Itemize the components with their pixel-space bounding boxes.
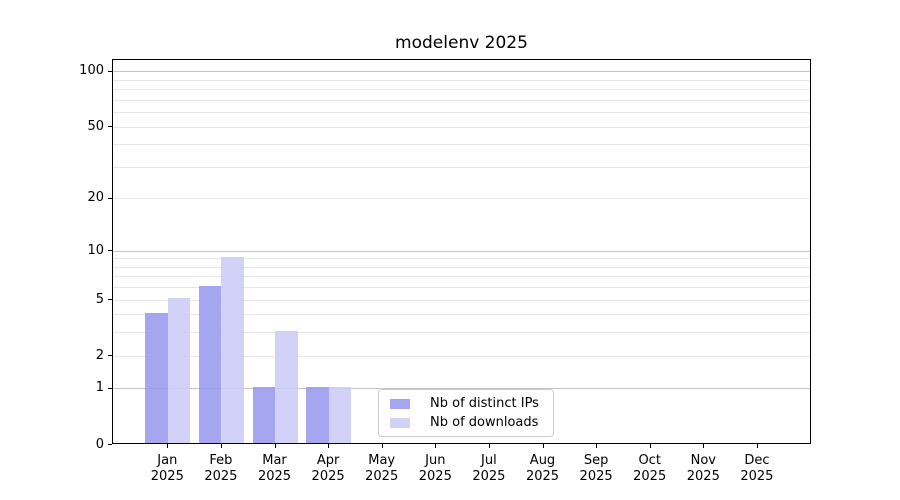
gridlines-layer — [113, 60, 810, 443]
plot-area — [112, 59, 811, 444]
y-tick-50 — [108, 126, 112, 127]
y-tick-1 — [108, 387, 112, 389]
bar-downloads-mar — [275, 330, 298, 443]
x-tick-jun — [435, 444, 437, 448]
x-tick-may — [381, 444, 383, 448]
x-tick-oct — [649, 444, 651, 448]
legend-label-downloads: Nb of downloads — [430, 414, 539, 430]
x-tick-feb — [220, 444, 222, 448]
y-tick-100 — [108, 70, 112, 72]
y-tick-label-50: 50 — [87, 118, 104, 134]
legend-item-distinct-ips: Nb of distinct IPs — [385, 396, 547, 412]
gridline-50 — [113, 126, 810, 128]
y-tick-0 — [108, 444, 112, 445]
x-tick-label-may: May 2025 — [365, 453, 399, 484]
y-tick-5 — [108, 299, 112, 301]
x-tick-label-jul: Jul 2025 — [472, 453, 506, 484]
gridline-9 — [113, 258, 810, 260]
gridline-40 — [113, 144, 810, 146]
gridline-8 — [113, 266, 810, 268]
gridline-20 — [113, 198, 810, 200]
bar-downloads-feb — [221, 256, 244, 443]
bar-distinct-ips-mar — [252, 386, 275, 443]
x-tick-jan — [167, 444, 169, 448]
bar-distinct-ips-apr — [306, 386, 329, 443]
gridline-70 — [113, 99, 810, 101]
x-tick-aug — [542, 444, 544, 448]
x-tick-label-dec: Dec 2025 — [740, 453, 774, 484]
x-tick-nov — [703, 444, 705, 448]
gridline-90 — [113, 79, 810, 81]
gridline-10 — [113, 250, 810, 252]
x-tick-dec — [756, 444, 758, 448]
x-tick-label-sep: Sep 2025 — [579, 453, 613, 484]
x-tick-label-oct: Oct 2025 — [633, 453, 667, 484]
bar-distinct-ips-jan — [145, 312, 168, 443]
gridline-4 — [113, 314, 810, 316]
y-tick-2 — [108, 355, 112, 357]
y-tick-label-20: 20 — [87, 190, 104, 206]
x-tick-jul — [488, 444, 490, 448]
y-tick-label-1: 1 — [95, 380, 104, 396]
gridline-7 — [113, 276, 810, 278]
x-tick-mar — [274, 444, 276, 448]
y-tick-label-2: 2 — [95, 347, 104, 363]
x-tick-label-apr: Apr 2025 — [311, 453, 345, 484]
gridline-6 — [113, 287, 810, 289]
gridline-60 — [113, 112, 810, 113]
legend-label-distinct-ips: Nb of distinct IPs — [430, 395, 539, 411]
legend-swatch-distinct-ips — [390, 398, 410, 409]
y-tick-label-0: 0 — [95, 436, 104, 452]
y-tick-label-5: 5 — [95, 291, 104, 307]
x-tick-label-feb: Feb 2025 — [204, 453, 238, 484]
gridline-30 — [113, 166, 810, 168]
x-tick-label-aug: Aug 2025 — [525, 453, 560, 484]
bars-layer — [113, 60, 810, 443]
x-tick-apr — [328, 444, 330, 448]
x-tick-label-mar: Mar 2025 — [257, 453, 292, 484]
gridline-3 — [113, 332, 810, 334]
legend-swatch-downloads — [390, 417, 410, 428]
bar-downloads-apr — [328, 386, 352, 443]
x-tick-sep — [596, 444, 598, 448]
chart-title: modelenv 2025 — [395, 33, 528, 53]
legend: Nb of distinct IPs Nb of downloads — [378, 389, 554, 437]
y-tick-20 — [108, 197, 112, 199]
x-tick-label-jun: Jun 2025 — [418, 453, 452, 484]
y-tick-label-10: 10 — [87, 242, 104, 258]
legend-item-downloads: Nb of downloads — [385, 415, 547, 431]
gridline-5 — [113, 299, 810, 301]
bar-distinct-ips-feb — [198, 285, 222, 443]
gridline-100 — [113, 71, 810, 73]
y-tick-10 — [108, 250, 112, 251]
bar-downloads-jan — [167, 298, 191, 443]
gridline-2 — [113, 355, 810, 357]
x-tick-label-jan: Jan 2025 — [150, 453, 184, 484]
gridline-80 — [113, 89, 810, 90]
y-tick-label-100: 100 — [79, 63, 104, 79]
gridline-1 — [113, 388, 810, 390]
x-tick-label-nov: Nov 2025 — [686, 453, 720, 484]
